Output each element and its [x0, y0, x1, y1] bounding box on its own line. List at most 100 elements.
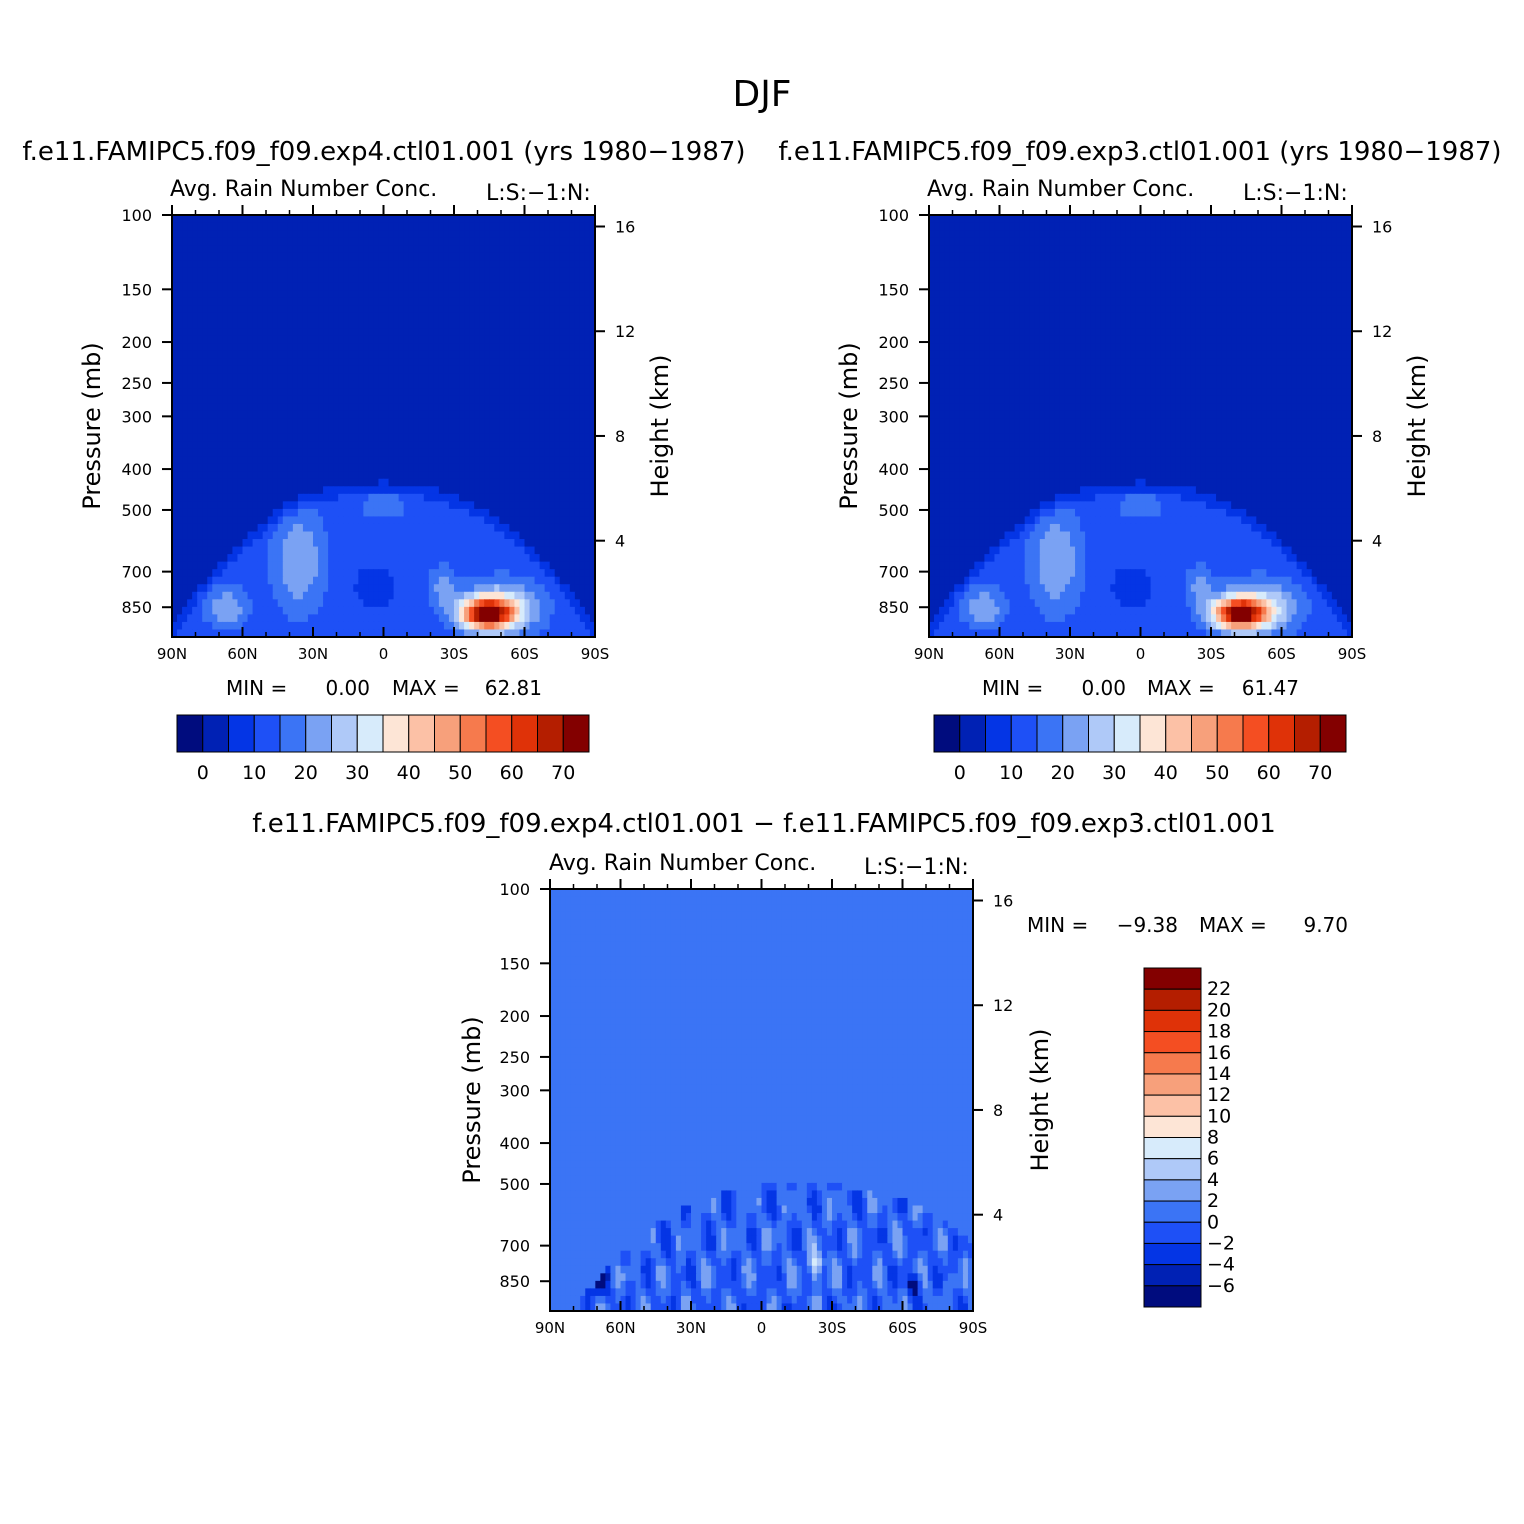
colorbar-swatch: [1143, 1137, 1202, 1160]
colorbar-swatch: [459, 714, 487, 753]
level-label: L:S:−1:N:: [486, 181, 591, 206]
colorbar-swatch: [434, 714, 461, 753]
colorbar-swatch: [511, 714, 538, 753]
colorbar-swatch: [1143, 1094, 1202, 1117]
x-tick-label: 0: [757, 1319, 767, 1337]
contour-plot: 90N 60N 30N 0 30S 60S 90S 100 150 200 250 300 400 500…: [121, 205, 635, 663]
y2-tick-label: 4: [993, 1206, 1003, 1225]
colorbar-label: 20: [1207, 999, 1231, 1021]
y-tick-label: 300: [878, 407, 909, 426]
y2-tick-label: 16: [615, 218, 635, 237]
min-label: MIN =: [1027, 913, 1088, 937]
colorbar-swatch: [1036, 714, 1064, 753]
colorbar-label: 22: [1207, 978, 1231, 1000]
y-tick-label: 100: [121, 206, 152, 225]
max-value: 61.47: [1242, 676, 1299, 700]
y-tick-label: 700: [878, 563, 909, 582]
colorbar-swatch: [1088, 714, 1115, 753]
x-tick-label: 90S: [959, 1319, 988, 1337]
variable-label: Avg. Rain Number Conc.: [170, 177, 437, 202]
x-tick-label: 90N: [157, 645, 187, 663]
contour-plot: 90N 60N 30N 0 30S 60S 90S 100 150 200 250 300 400 500…: [878, 205, 1392, 663]
colorbar-label: 20: [1051, 762, 1075, 784]
colorbar-label: 0: [1207, 1211, 1219, 1233]
y-tick-label: 700: [121, 563, 152, 582]
y2-tick-label: 16: [1372, 218, 1392, 237]
colorbar-label: 0: [197, 762, 209, 784]
colorbar-label: 0: [954, 762, 966, 784]
x-tick-label: 90N: [535, 1319, 565, 1337]
contour-fill: [550, 889, 974, 1312]
x-tick-label: 90S: [581, 645, 610, 663]
colorbar: 0 10 20 30 40 50 60 70: [176, 714, 590, 784]
y2-tick-label: 4: [1372, 532, 1382, 551]
y-tick-label: 250: [121, 374, 152, 393]
colorbar-label: 18: [1207, 1021, 1231, 1043]
x-tick-label: 0: [379, 645, 389, 663]
colorbar-swatch: [1143, 1158, 1202, 1181]
y-tick-label: 200: [499, 1007, 530, 1026]
y-tick-label: 500: [878, 501, 909, 520]
colorbar-swatch: [253, 714, 281, 753]
y-tick-label: 250: [878, 374, 909, 393]
colorbar-swatch: [1143, 1115, 1202, 1138]
colorbar-swatch: [1216, 714, 1244, 753]
max-label: MAX =: [1199, 913, 1267, 937]
y-tick-label: 850: [878, 598, 909, 617]
y-tick-label: 150: [121, 280, 152, 299]
y2-tick-label: 12: [615, 322, 635, 341]
y-axis-label: Pressure (mb): [458, 1016, 486, 1183]
y-tick-label: 200: [878, 333, 909, 352]
colorbar-swatch: [1165, 714, 1192, 753]
y2-axis-label: Height (km): [646, 355, 674, 498]
y2-tick-label: 8: [1372, 427, 1382, 446]
panel-difference: f.e11.FAMIPC5.f09_f09.exp4.ctl01.001 − f…: [252, 809, 1348, 1337]
max-value: 9.70: [1303, 913, 1348, 937]
min-value: −9.38: [1117, 913, 1178, 937]
variable-label: Avg. Rain Number Conc.: [549, 851, 816, 876]
y2-tick-label: 8: [615, 427, 625, 446]
max-value: 62.81: [485, 676, 542, 700]
colorbar-label: 6: [1207, 1148, 1219, 1170]
colorbar-label: −2: [1207, 1232, 1235, 1254]
colorbar-swatch: [1010, 714, 1038, 753]
page-title: DJF: [732, 74, 791, 115]
x-tick-label: 30N: [1055, 645, 1085, 663]
colorbar-swatch: [1143, 1009, 1202, 1033]
y2-tick-label: 12: [1372, 322, 1392, 341]
colorbar-label: 8: [1207, 1127, 1219, 1149]
panel-title: f.e11.FAMIPC5.f09_f09.exp4.ctl01.001 − f…: [252, 809, 1276, 839]
x-tick-label: 30S: [440, 645, 469, 663]
y-tick-label: 100: [499, 880, 530, 899]
colorbar-label: 14: [1207, 1063, 1231, 1085]
panel-exp4: f.e11.FAMIPC5.f09_f09.exp4.ctl01.001 (yr…: [22, 137, 745, 784]
colorbar-swatch: [485, 714, 513, 753]
colorbar-swatch: [562, 714, 590, 753]
colorbar-label: 40: [1154, 762, 1178, 784]
min-label: MIN =: [982, 676, 1043, 700]
min-value: 0.00: [1081, 676, 1126, 700]
colorbar-label: −6: [1207, 1275, 1235, 1297]
colorbar-label: 70: [1308, 762, 1332, 784]
y-tick-label: 400: [499, 1134, 530, 1153]
y2-axis-label: Height (km): [1403, 355, 1431, 498]
colorbar-swatch: [959, 714, 986, 753]
y-tick-label: 200: [121, 333, 152, 352]
colorbar-label: 20: [294, 762, 318, 784]
colorbar-swatch: [202, 714, 229, 753]
colorbar-swatch: [1113, 714, 1141, 753]
colorbar-swatch: [279, 714, 307, 753]
colorbar-swatch: [1143, 1221, 1202, 1244]
panel-exp3: f.e11.FAMIPC5.f09_f09.exp3.ctl01.001 (yr…: [778, 137, 1501, 784]
x-tick-label: 60N: [605, 1319, 635, 1337]
colorbar-swatch: [1143, 1031, 1202, 1054]
y-tick-label: 300: [121, 407, 152, 426]
x-tick-label: 60S: [510, 645, 539, 663]
level-label: L:S:−1:N:: [864, 855, 969, 880]
min-label: MIN =: [226, 676, 287, 700]
colorbar-label: 70: [551, 762, 575, 784]
y-tick-label: 250: [499, 1048, 530, 1067]
colorbar-label: 12: [1207, 1084, 1231, 1106]
